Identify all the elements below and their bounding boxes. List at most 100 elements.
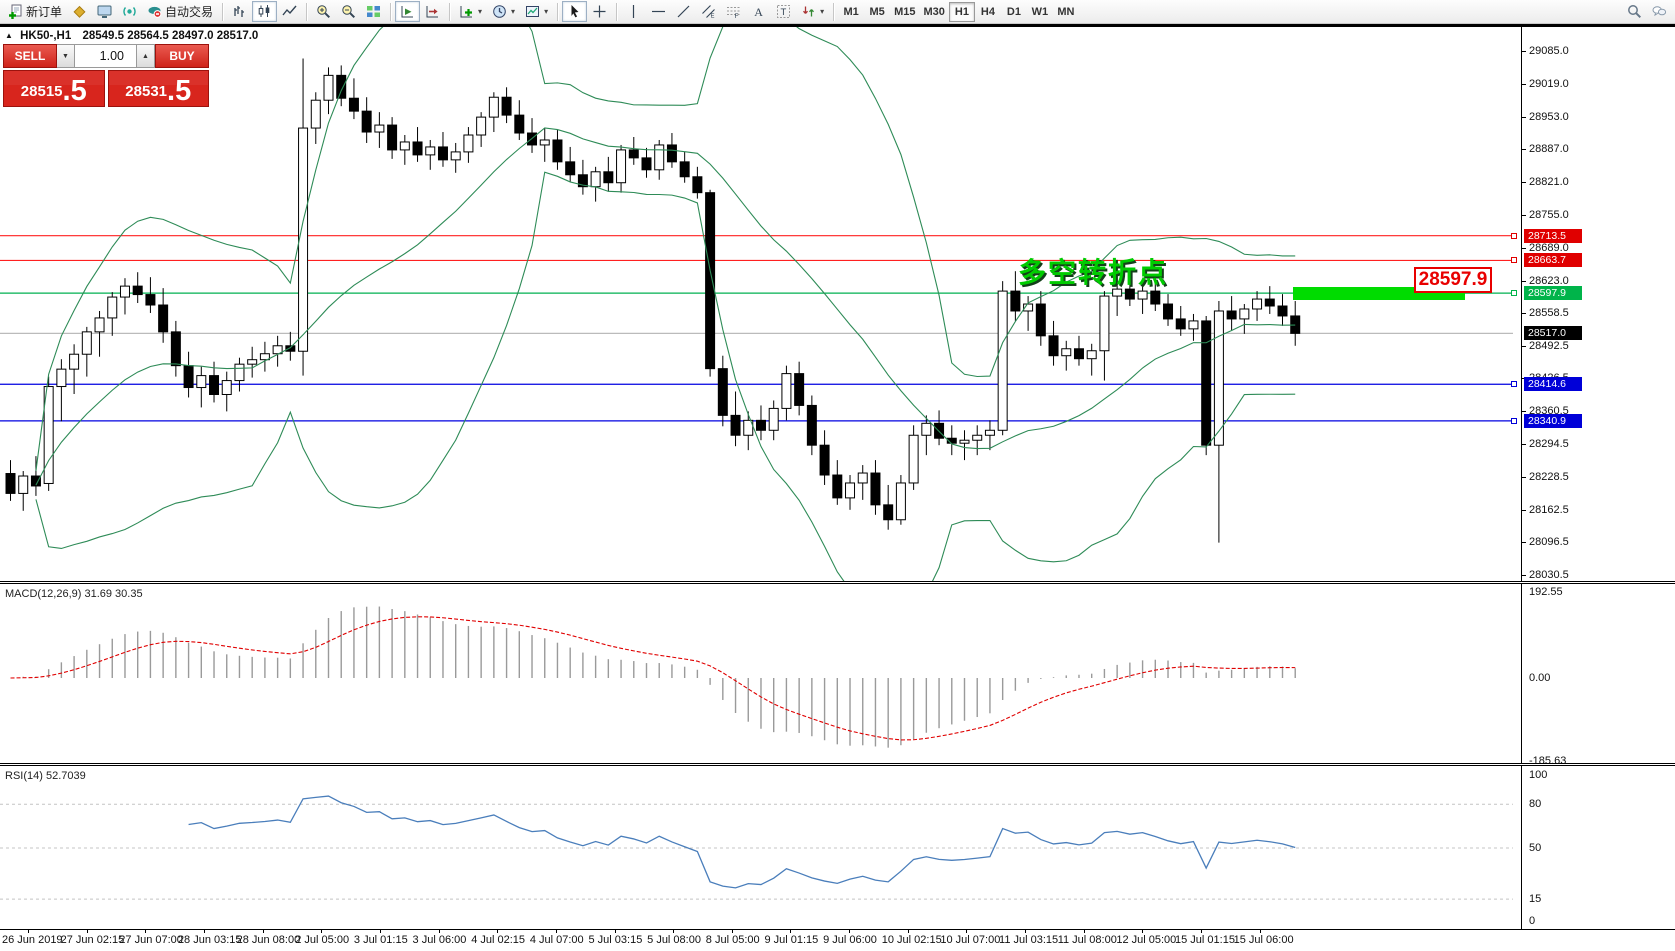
timeframe-w1-button[interactable]: W1 [1027, 2, 1053, 22]
time-axis-label: 12 Jul 05:00 [1116, 934, 1176, 946]
floating-price-label[interactable]: 28597.9 [1414, 267, 1492, 293]
channel-tool-button[interactable]: E [696, 1, 721, 22]
label-tool-button[interactable]: T [771, 1, 796, 22]
level-anchor-square[interactable] [1511, 290, 1517, 296]
toolbar-separator [222, 3, 223, 21]
new-order-button[interactable]: 新订单 [3, 1, 67, 22]
toolbar-separator [306, 3, 307, 21]
time-axis-tick [145, 930, 146, 933]
text-tool-button[interactable]: A [746, 1, 771, 22]
volume-decrease-button[interactable]: ▼ [57, 44, 75, 68]
time-axis-label: 5 Jul 08:00 [647, 934, 701, 946]
timeframe-m30-button[interactable]: M30 [920, 2, 949, 22]
svg-text:A: A [754, 5, 763, 19]
time-axis-tick [204, 930, 205, 933]
timeframe-h4-button[interactable]: H4 [975, 2, 1001, 22]
horizontal-line-tool-button[interactable] [646, 1, 671, 22]
vertical-line-tool-button[interactable] [621, 1, 646, 22]
time-axis-tick [1025, 930, 1026, 933]
fibonacci-tool-button[interactable]: F [721, 1, 746, 22]
svg-text:T: T [781, 7, 787, 18]
price-axis-label: 28558.5 [1529, 307, 1569, 319]
price-axis-label: 28821.0 [1529, 176, 1569, 188]
periods-button[interactable]: ▾ [487, 1, 520, 22]
zoom-in-button[interactable] [311, 1, 336, 22]
price-axis-tick [1522, 117, 1526, 118]
bar-chart-button[interactable] [227, 1, 252, 22]
volume-input[interactable]: 1.00 [75, 44, 137, 68]
chevron-down-icon: ▾ [544, 7, 548, 16]
sell-button[interactable]: SELL [3, 44, 57, 68]
svg-text:E: E [711, 14, 715, 20]
timeframe-m1-button[interactable]: M1 [838, 2, 864, 22]
timeframe-d1-button[interactable]: D1 [1001, 2, 1027, 22]
time-axis-label: 5 Jul 03:15 [589, 934, 643, 946]
price-axis-tick [1522, 281, 1526, 282]
indicators-button[interactable]: ▾ [454, 1, 487, 22]
auto-scroll-button[interactable] [395, 1, 420, 22]
turning-point-annotation[interactable]: 多空转折点 [1018, 251, 1168, 291]
community-chat-button[interactable] [1647, 1, 1672, 22]
level-price-tag: 28340.9 [1524, 414, 1582, 428]
autotrading-button[interactable]: 自动交易 [142, 1, 218, 22]
macd-panel-splitter[interactable] [0, 581, 1675, 584]
time-axis-label: 8 Jul 05:00 [706, 934, 760, 946]
level-price-tag: 28597.9 [1524, 286, 1582, 300]
signal-icon [122, 4, 137, 19]
time-axis-label: 4 Jul 02:15 [471, 934, 525, 946]
time-axis-tick [87, 930, 88, 933]
volume-increase-button[interactable]: ▲ [137, 44, 155, 68]
time-axis-label: 11 Jul 08:00 [1058, 934, 1117, 946]
toolbar-separator [390, 3, 391, 21]
arrows-icon [801, 4, 816, 19]
time-axis-tick [556, 930, 557, 933]
time-axis-tick [380, 930, 381, 933]
time-axis-tick [1084, 930, 1085, 933]
level-price-tag: 28663.7 [1524, 253, 1582, 267]
time-axis-label: 10 Jul 02:15 [882, 934, 942, 946]
timeframe-m5-button[interactable]: M5 [864, 2, 890, 22]
crosshair-tool-button[interactable] [587, 1, 612, 22]
chart-shift-button[interactable] [420, 1, 445, 22]
sell-price-display[interactable]: 28515.5 [3, 70, 105, 107]
price-axis-tick [1522, 542, 1526, 543]
line-chart-button[interactable] [277, 1, 302, 22]
templates-button[interactable]: ▾ [520, 1, 553, 22]
level-anchor-square[interactable] [1511, 381, 1517, 387]
macd-indicator-chart[interactable] [0, 585, 1521, 763]
market-watch-button[interactable] [92, 1, 117, 22]
level-anchor-square[interactable] [1511, 233, 1517, 239]
time-axis-label: 15 Jul 01:15 [1175, 934, 1235, 946]
current-price-tag: 28517.0 [1524, 326, 1582, 340]
buy-price-display[interactable]: 28531.5 [108, 70, 210, 107]
time-axis-label: 10 Jul 07:00 [940, 934, 1000, 946]
search-button[interactable] [1622, 1, 1647, 22]
trendline-tool-button[interactable] [671, 1, 696, 22]
level-anchor-square[interactable] [1511, 418, 1517, 424]
indicator-plus-icon [459, 4, 474, 19]
price-axis-tick [1522, 313, 1526, 314]
tile-windows-button[interactable] [361, 1, 386, 22]
timeframe-m15-button[interactable]: M15 [890, 2, 919, 22]
rsi-indicator-chart[interactable] [0, 767, 1521, 929]
signals-button[interactable] [117, 1, 142, 22]
zoom-out-button[interactable] [336, 1, 361, 22]
monitor-icon [97, 4, 112, 19]
rsi-label: RSI(14) 52.7039 [5, 770, 86, 782]
price-axis-label: 28228.5 [1529, 471, 1569, 483]
timeframe-mn-button[interactable]: MN [1053, 2, 1079, 22]
time-axis-tick [28, 930, 29, 933]
buy-button[interactable]: BUY [155, 44, 209, 68]
rsi-scale-label: 50 [1529, 842, 1541, 854]
timeframe-h1-button[interactable]: H1 [949, 2, 975, 22]
level-anchor-square[interactable] [1511, 257, 1517, 263]
candlestick-chart-button[interactable] [252, 1, 277, 22]
chevron-down-icon: ▾ [478, 7, 482, 16]
arrows-tool-button[interactable]: ▾ [796, 1, 829, 22]
cursor-tool-button[interactable] [562, 1, 587, 22]
main-price-chart[interactable] [0, 27, 1521, 583]
rsi-panel-splitter[interactable] [0, 763, 1675, 766]
collapse-arrow-icon[interactable]: ▲ [5, 31, 13, 40]
metaeditor-button[interactable] [67, 1, 92, 22]
